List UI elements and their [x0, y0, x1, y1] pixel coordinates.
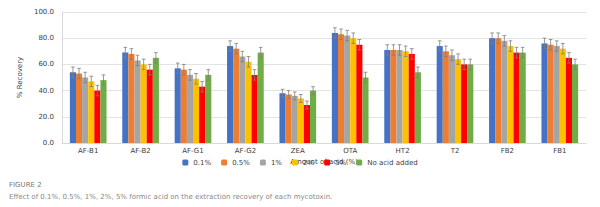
svg-text:80.0: 80.0: [38, 34, 54, 42]
svg-text:20.0: 20.0: [38, 113, 54, 121]
svg-text:OTA: OTA: [343, 147, 357, 155]
svg-text:0.0: 0.0: [43, 139, 54, 147]
svg-text:AF-B2: AF-B2: [130, 147, 150, 155]
svg-text:Effect of 0.1%, 0.5%, 1%, 2%,: Effect of 0.1%, 0.5%, 1%, 2%, 5% formic …: [9, 193, 332, 201]
svg-text:AF-G2: AF-G2: [235, 147, 256, 155]
svg-text:5%: 5%: [335, 159, 346, 167]
svg-text:ZEA: ZEA: [291, 147, 305, 155]
svg-text:40.0: 40.0: [38, 87, 54, 95]
svg-text:No acid added: No acid added: [367, 159, 417, 167]
svg-text:HT2: HT2: [396, 147, 410, 155]
svg-text:1%: 1%: [271, 159, 282, 167]
svg-text:FIGURE 2: FIGURE 2: [9, 181, 42, 189]
svg-text:60.0: 60.0: [38, 60, 54, 68]
svg-text:2%: 2%: [303, 159, 314, 167]
svg-text:FB2: FB2: [501, 147, 514, 155]
svg-text:AF-B1: AF-B1: [78, 147, 98, 155]
svg-text:100.0: 100.0: [34, 8, 54, 16]
svg-text:0.5%: 0.5%: [232, 159, 250, 167]
svg-text:Amount of acid (%): Amount of acid (%): [290, 158, 358, 166]
svg-text:T2: T2: [450, 147, 460, 155]
svg-text:% Recovery: % Recovery: [16, 57, 24, 98]
svg-text:FB1: FB1: [553, 147, 566, 155]
svg-text:0.1%: 0.1%: [193, 159, 211, 167]
svg-text:AF-G1: AF-G1: [182, 147, 203, 155]
